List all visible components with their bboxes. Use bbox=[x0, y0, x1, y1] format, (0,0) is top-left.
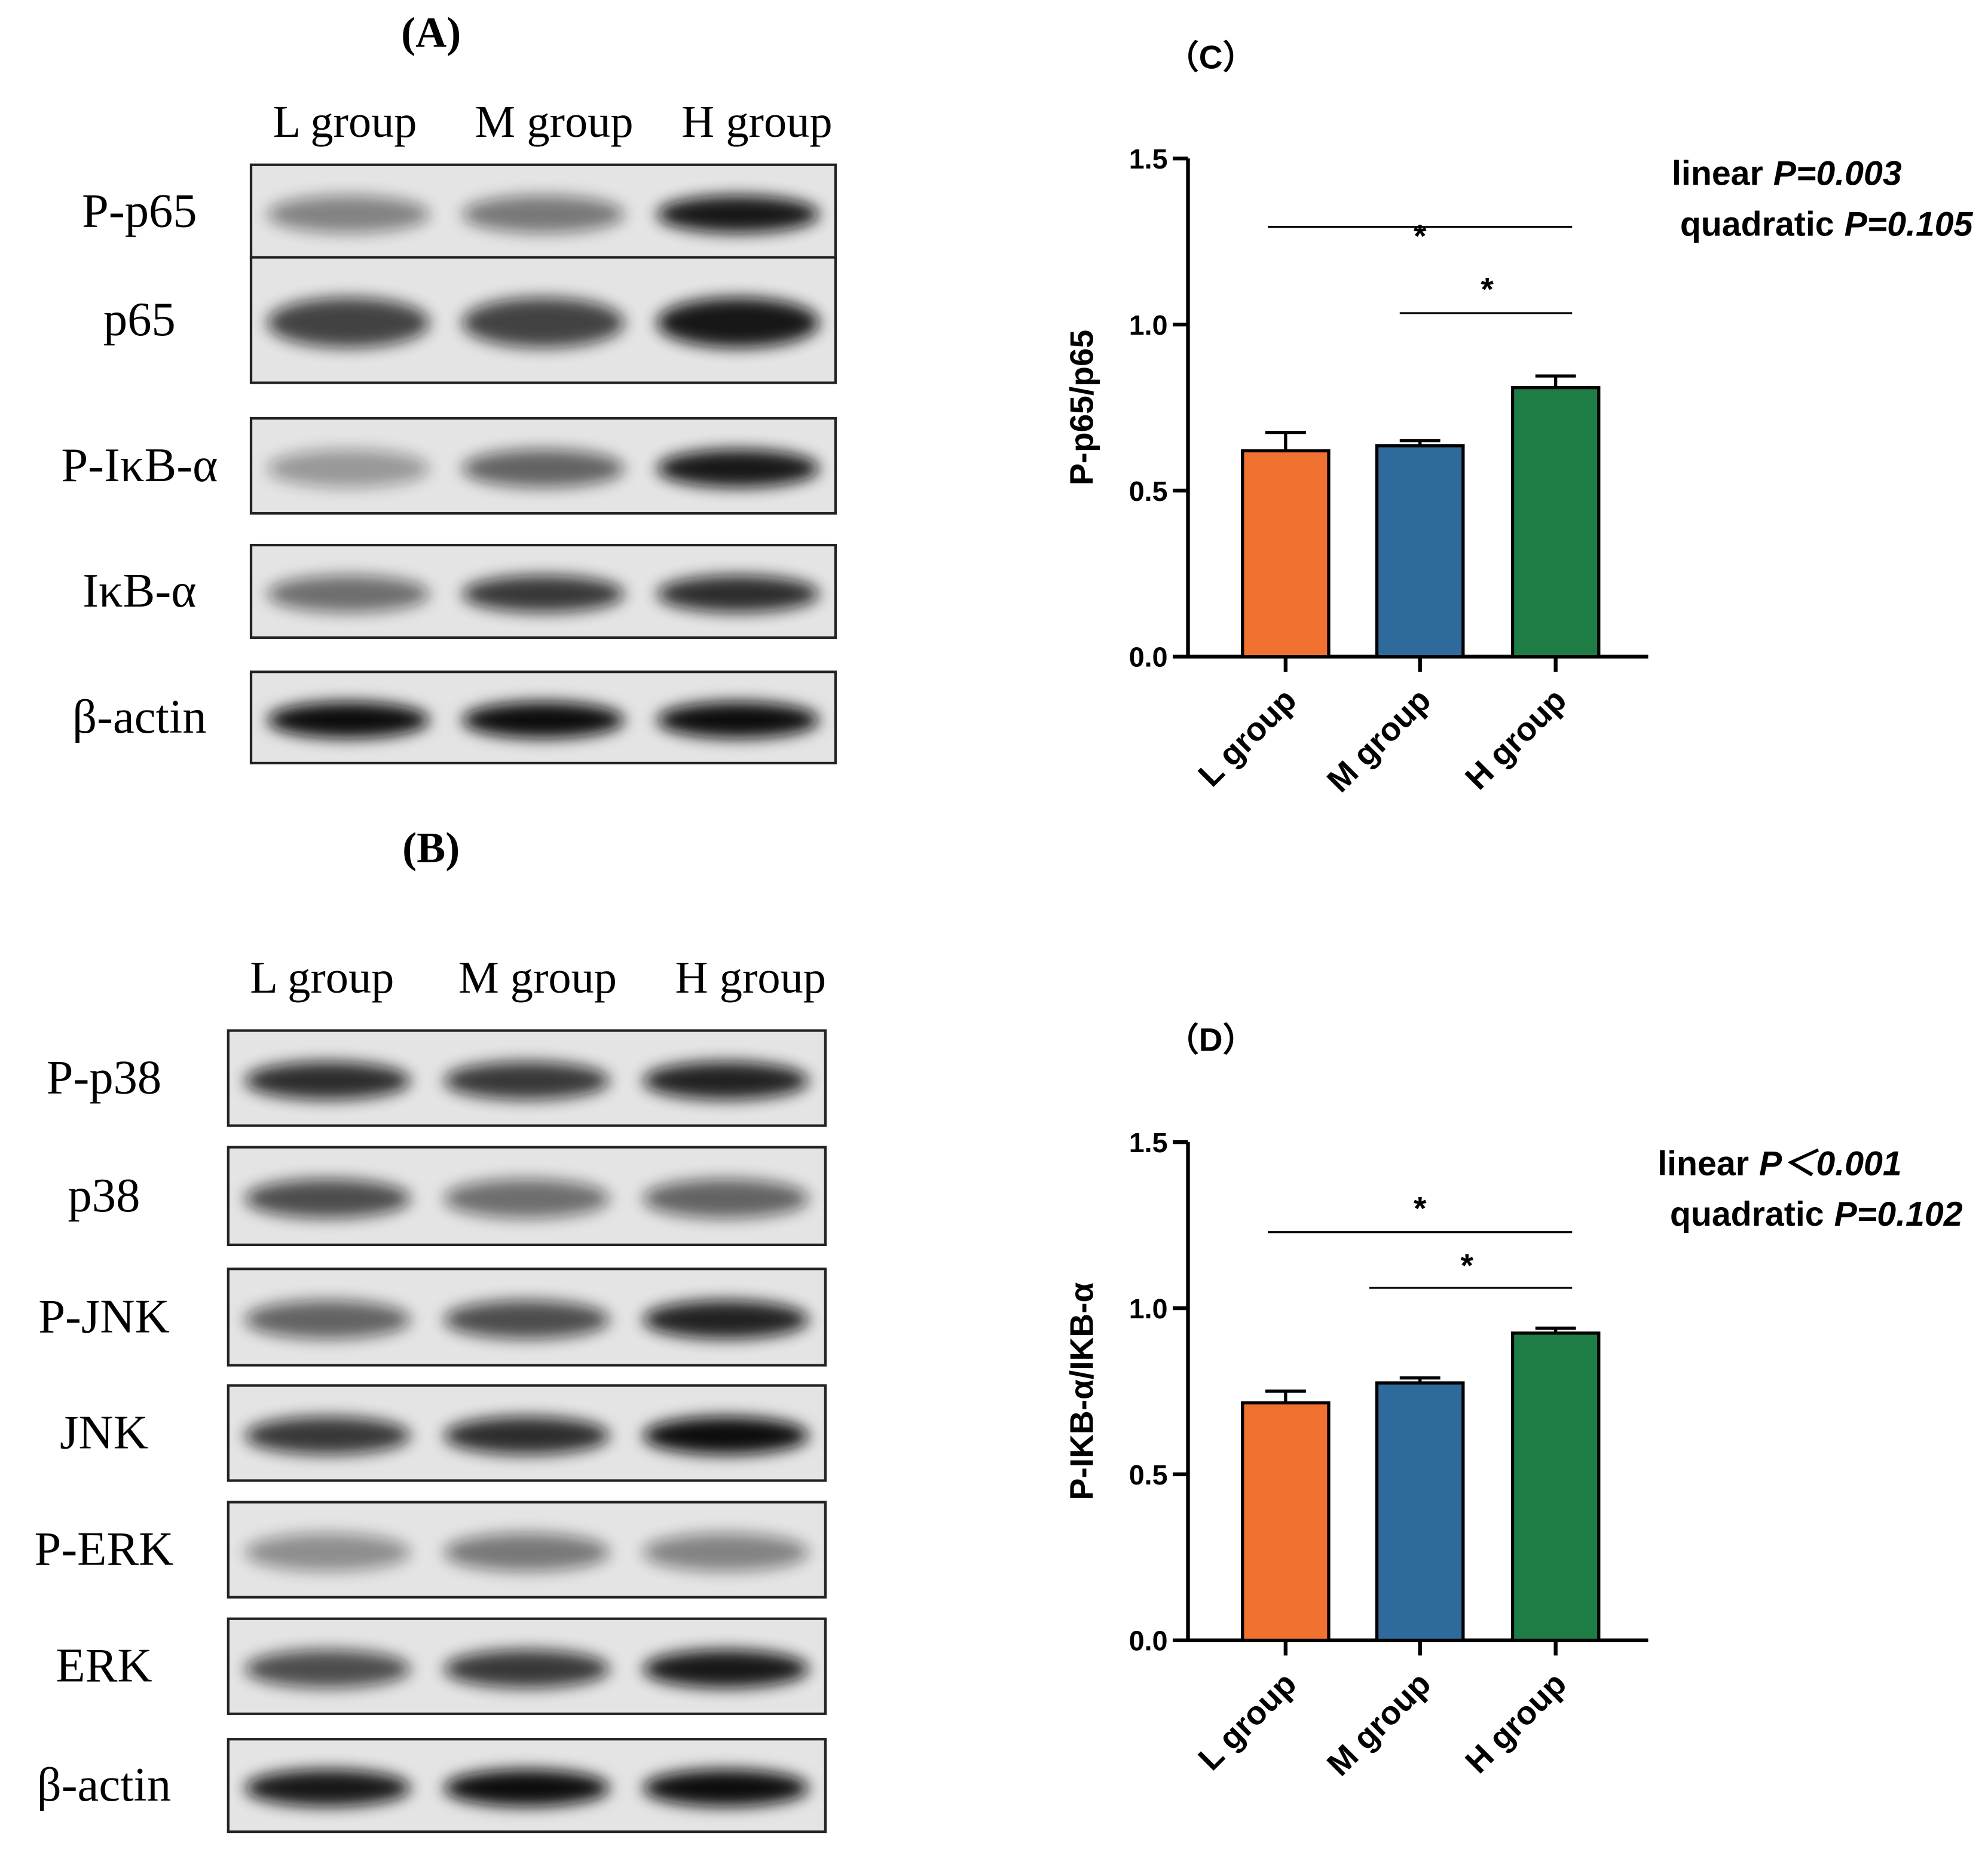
trend-p: P=0.102 bbox=[1834, 1195, 1963, 1233]
y-tick-label: 0.0 bbox=[1129, 1626, 1168, 1657]
lane-label: M group bbox=[475, 96, 633, 147]
trend-name: quadratic bbox=[1680, 206, 1834, 244]
band bbox=[657, 575, 819, 613]
trend-name: quadratic bbox=[1670, 1195, 1824, 1233]
bar bbox=[1241, 1401, 1331, 1642]
x-tick-label: H group bbox=[1458, 1665, 1573, 1780]
panel-label: (A) bbox=[401, 8, 461, 56]
band bbox=[244, 1769, 411, 1807]
band bbox=[244, 1178, 411, 1219]
trend-test: quadratic P=0.105 bbox=[1680, 206, 1974, 244]
lane-label: L group bbox=[250, 952, 394, 1003]
trend-test: linear P＜0.001 bbox=[1657, 1144, 1902, 1183]
bar bbox=[1241, 449, 1331, 659]
band bbox=[462, 449, 625, 488]
protein-label: β-actin bbox=[72, 690, 206, 743]
chart-title: （C） bbox=[1166, 39, 1256, 76]
band bbox=[643, 1178, 809, 1219]
band bbox=[444, 1769, 610, 1807]
band bbox=[244, 1416, 411, 1455]
trend-p: P=0.105 bbox=[1845, 206, 1974, 244]
bar bbox=[1375, 1381, 1465, 1642]
y-axis-label: P-IKB-α/IKB-α bbox=[1063, 1282, 1100, 1500]
band bbox=[643, 1769, 809, 1807]
bar bbox=[1375, 444, 1465, 659]
band bbox=[643, 1416, 809, 1455]
band bbox=[267, 449, 430, 488]
lane-label: H group bbox=[681, 96, 832, 147]
band bbox=[267, 195, 430, 233]
lane-label: H group bbox=[675, 952, 826, 1003]
trend-test: quadratic P=0.102 bbox=[1670, 1195, 1963, 1233]
band bbox=[643, 1061, 809, 1100]
trend-p: P＜0.001 bbox=[1759, 1144, 1902, 1183]
band bbox=[462, 702, 625, 739]
significance-mark: * bbox=[1460, 1247, 1473, 1284]
protein-label: P-IκB-α bbox=[61, 439, 218, 492]
significance-mark: * bbox=[1414, 1190, 1427, 1227]
band bbox=[657, 702, 819, 739]
band bbox=[643, 1649, 809, 1688]
band bbox=[462, 575, 625, 613]
band bbox=[267, 702, 430, 739]
trend-test: linear P=0.003 bbox=[1672, 155, 1902, 193]
y-tick-label: 1.5 bbox=[1129, 143, 1168, 175]
chart-title: （D） bbox=[1166, 1021, 1256, 1058]
band bbox=[444, 1649, 610, 1688]
x-tick-label: H group bbox=[1458, 681, 1573, 797]
significance-mark: * bbox=[1414, 218, 1427, 255]
band bbox=[244, 1061, 411, 1100]
band bbox=[244, 1649, 411, 1688]
protein-label: p65 bbox=[103, 293, 176, 346]
band bbox=[444, 1061, 610, 1100]
band bbox=[643, 1533, 809, 1572]
trend-name: linear bbox=[1657, 1144, 1749, 1183]
y-tick-label: 0.5 bbox=[1129, 476, 1168, 507]
lane-label: L group bbox=[273, 96, 417, 147]
protein-label: JNK bbox=[60, 1406, 148, 1459]
protein-label: P-p38 bbox=[47, 1051, 162, 1104]
protein-label: IκB-α bbox=[82, 564, 196, 617]
lane-label: M group bbox=[458, 952, 617, 1003]
band bbox=[462, 297, 625, 348]
y-tick-label: 1.0 bbox=[1129, 1293, 1168, 1324]
x-tick-label: M group bbox=[1320, 681, 1438, 800]
protein-label: β-actin bbox=[37, 1758, 171, 1811]
band bbox=[444, 1178, 610, 1219]
protein-label: P-ERK bbox=[35, 1523, 174, 1576]
y-tick-label: 0.0 bbox=[1129, 642, 1168, 673]
band bbox=[444, 1416, 610, 1455]
x-tick-label: M group bbox=[1320, 1665, 1438, 1783]
band bbox=[267, 297, 430, 348]
protein-label: P-JNK bbox=[38, 1290, 169, 1343]
y-tick-label: 1.0 bbox=[1129, 310, 1168, 341]
band bbox=[657, 297, 819, 348]
protein-label: p38 bbox=[68, 1169, 140, 1222]
band bbox=[643, 1300, 809, 1339]
panel-label: (B) bbox=[402, 824, 460, 871]
significance-mark: * bbox=[1481, 271, 1494, 308]
y-tick-label: 0.5 bbox=[1129, 1459, 1168, 1490]
band bbox=[657, 449, 819, 488]
x-tick-label: L group bbox=[1191, 681, 1303, 794]
y-tick-label: 1.5 bbox=[1129, 1127, 1168, 1158]
trend-p: P=0.003 bbox=[1773, 155, 1902, 193]
band bbox=[444, 1300, 610, 1339]
x-tick-label: L group bbox=[1191, 1665, 1303, 1777]
protein-label: P-p65 bbox=[82, 185, 197, 238]
band bbox=[244, 1533, 411, 1572]
band bbox=[267, 575, 430, 613]
bar bbox=[1510, 385, 1601, 659]
bar bbox=[1510, 1331, 1601, 1642]
y-axis-label: P-p65/p65 bbox=[1063, 330, 1100, 485]
band bbox=[462, 195, 625, 233]
band bbox=[657, 195, 819, 233]
trend-name: linear bbox=[1672, 155, 1763, 193]
band bbox=[244, 1300, 411, 1339]
band bbox=[444, 1533, 610, 1572]
protein-label: ERK bbox=[56, 1639, 152, 1692]
